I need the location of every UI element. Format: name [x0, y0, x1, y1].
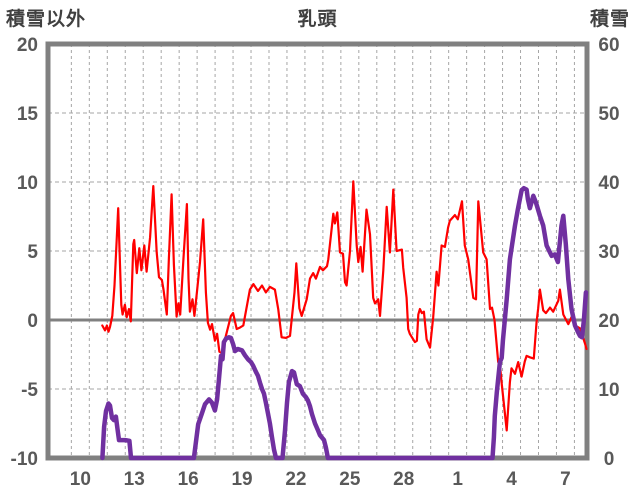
left-axis-tick-label: 0	[27, 311, 38, 332]
x-axis-tick-label: 10	[70, 469, 91, 490]
left-axis-tick-label: 5	[27, 242, 38, 263]
right-axis-tick-label: 30	[598, 242, 619, 263]
right-axis-title: 積雪	[589, 9, 630, 30]
temperature-left-axis-line	[101, 180, 588, 432]
x-axis-tick-label: 13	[124, 469, 145, 490]
right-axis-tick-label: 10	[598, 380, 619, 401]
x-axis-tick-label: 22	[285, 469, 306, 490]
right-axis-tick-label: 20	[598, 311, 619, 332]
left-axis-tick-label: 20	[17, 35, 38, 56]
snow-depth-right-axis-line	[100, 185, 589, 461]
x-axis-tick-label: 28	[393, 469, 414, 490]
left-axis-tick-label: 10	[17, 173, 38, 194]
x-axis-tick-label: 25	[339, 469, 361, 490]
left-axis-tick-label: -5	[21, 380, 38, 401]
x-axis-tick-label: 4	[506, 469, 517, 490]
left-axis-tick-label: -10	[11, 449, 38, 470]
right-axis-tick-label: 50	[598, 104, 619, 125]
right-axis-tick-label: 40	[598, 173, 619, 194]
x-axis-tick-label: 19	[231, 469, 252, 490]
x-axis-tick-label: 1	[452, 469, 463, 490]
left-axis-tick-label: 15	[17, 104, 39, 125]
x-axis-tick-label: 16	[178, 469, 199, 490]
x-axis-tick-label: 7	[560, 469, 571, 490]
chart-title: 乳頭	[297, 9, 338, 30]
left-axis-title: 積雪以外	[6, 9, 87, 30]
right-axis-tick-label: 60	[598, 35, 619, 56]
plot-frame	[45, 41, 590, 461]
right-axis-tick-label: 0	[604, 449, 615, 470]
